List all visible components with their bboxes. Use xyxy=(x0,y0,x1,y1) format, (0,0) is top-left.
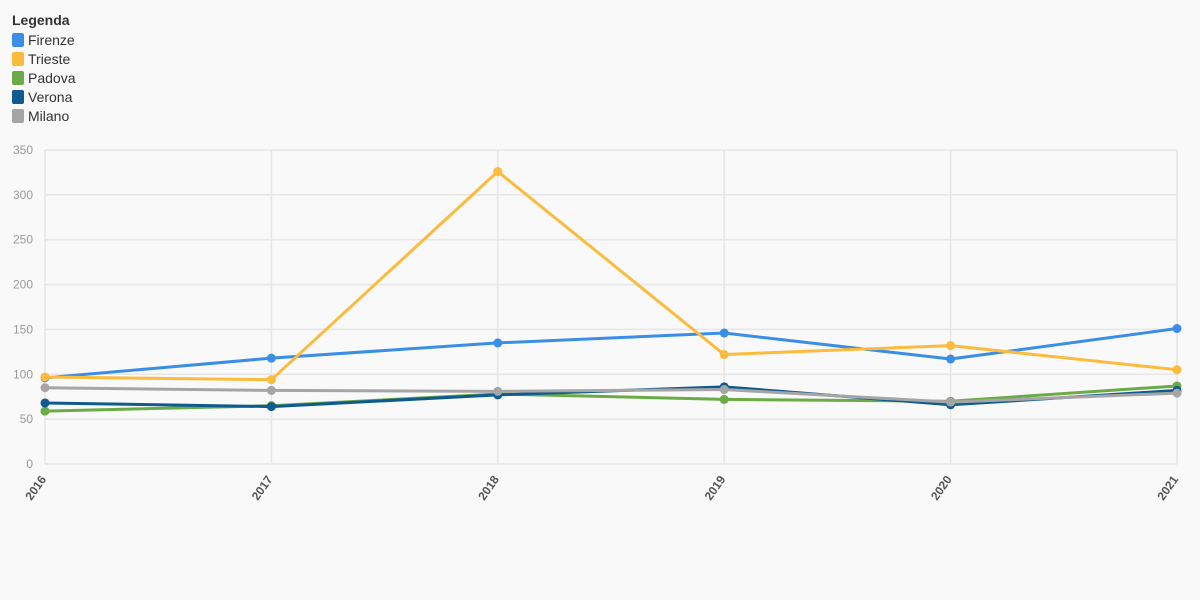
legend-swatch xyxy=(12,70,24,85)
y-tick-label: 350 xyxy=(13,143,33,157)
legend-swatch xyxy=(12,32,24,47)
legend-swatch xyxy=(12,108,24,123)
legend-item-firenze[interactable]: Firenze xyxy=(12,30,75,49)
data-point-trieste xyxy=(493,167,503,177)
legend-item-trieste[interactable]: Trieste xyxy=(12,49,75,68)
legend-swatch xyxy=(12,89,24,104)
legend-title: Legenda xyxy=(12,12,70,28)
data-point-milano xyxy=(946,397,956,407)
y-tick-label: 250 xyxy=(13,233,33,247)
y-tick-label: 150 xyxy=(13,322,33,336)
legend-label: Verona xyxy=(28,88,73,105)
legend: Legenda Firenze Trieste Padova Verona Milano xyxy=(12,12,75,125)
x-tick-label: 2020 xyxy=(928,473,955,503)
y-tick-label: 300 xyxy=(13,188,33,202)
data-point-trieste xyxy=(1172,365,1182,375)
data-point-padova xyxy=(40,406,50,416)
data-point-trieste xyxy=(719,350,729,360)
data-point-trieste xyxy=(946,341,956,351)
series-line-trieste xyxy=(43,170,1179,382)
x-tick-label: 2021 xyxy=(1154,473,1181,503)
legend-swatch xyxy=(12,51,24,66)
y-tick-label: 50 xyxy=(20,412,34,426)
data-point-milano xyxy=(493,386,503,396)
y-tick-label: 0 xyxy=(26,457,33,471)
data-point-padova xyxy=(719,394,729,404)
series-line-milano xyxy=(43,386,1179,404)
x-tick-label: 2018 xyxy=(475,473,502,503)
data-point-firenze xyxy=(946,354,956,364)
x-tick-label: 2019 xyxy=(702,473,729,503)
legend-label: Padova xyxy=(28,69,76,86)
legend-items: Firenze Trieste Padova Verona Milano xyxy=(12,30,75,125)
data-point-firenze xyxy=(1172,324,1182,334)
data-point-verona xyxy=(40,398,50,408)
legend-item-milano[interactable]: Milano xyxy=(12,106,75,125)
data-point-verona xyxy=(266,402,276,412)
grid xyxy=(44,149,1178,465)
x-tick-label: 2016 xyxy=(22,473,49,503)
data-point-trieste xyxy=(40,372,50,382)
legend-label: Firenze xyxy=(28,31,75,48)
legend-label: Trieste xyxy=(28,50,71,67)
data-point-trieste xyxy=(266,375,276,385)
data-point-firenze xyxy=(493,338,503,348)
data-point-milano xyxy=(719,385,729,395)
y-tick-label: 200 xyxy=(13,278,33,292)
data-point-milano xyxy=(40,383,50,393)
data-point-firenze xyxy=(719,328,729,338)
data-point-milano xyxy=(266,385,276,395)
x-tick-label: 2017 xyxy=(249,473,276,503)
legend-label: Milano xyxy=(28,107,70,124)
legend-item-verona[interactable]: Verona xyxy=(12,87,75,106)
legend-item-padova[interactable]: Padova xyxy=(12,68,75,87)
series-line-firenze xyxy=(43,327,1179,380)
data-point-firenze xyxy=(266,353,276,363)
y-tick-label: 100 xyxy=(13,367,33,381)
data-point-milano xyxy=(1172,388,1182,398)
